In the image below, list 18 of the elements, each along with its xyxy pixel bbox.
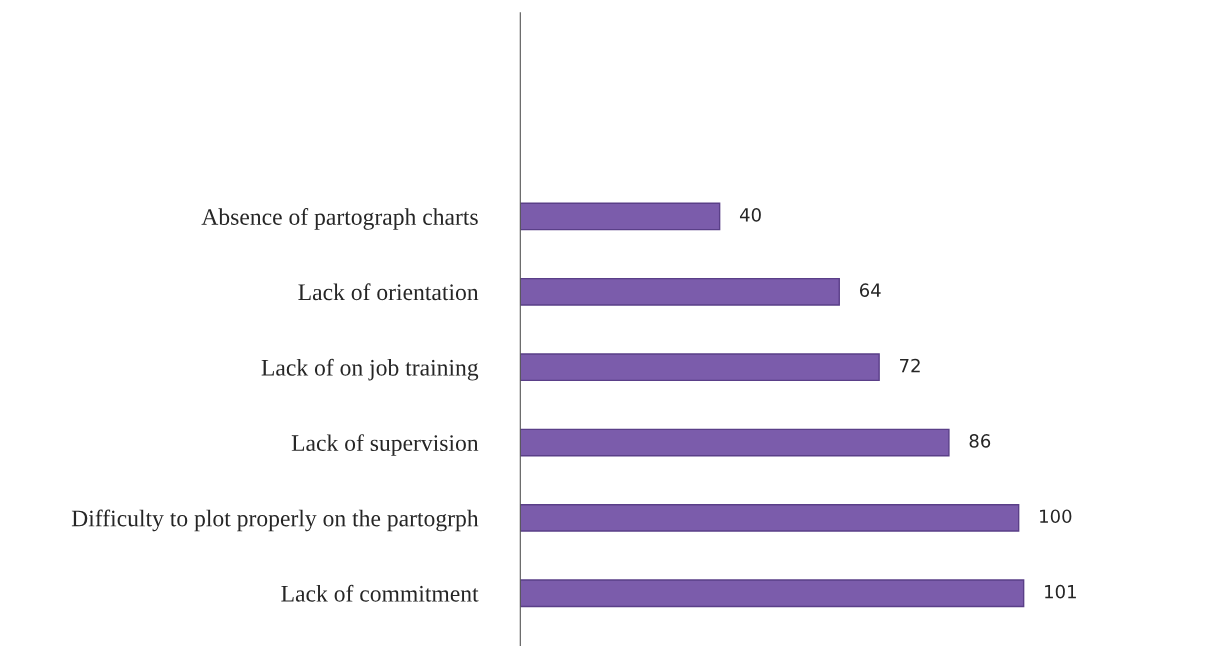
data-label: 86	[969, 434, 991, 448]
data-label: 64	[859, 283, 881, 298]
y-tick-label: Difficulty to plot properly on the partogrph	[71, 509, 479, 532]
data-label: 72	[900, 358, 920, 373]
y-tick-label: Lack of on job training	[261, 358, 479, 381]
y-tick-label: Absence of partograph charts	[201, 208, 478, 230]
y-tick-label: Lack of supervision	[291, 434, 479, 456]
data-label: 40	[739, 207, 761, 222]
bar	[520, 277, 840, 306]
data-label: 100	[1040, 509, 1072, 524]
bar	[520, 503, 1020, 532]
y-tick-label: Lack of commitment	[281, 584, 479, 602]
bar	[520, 202, 721, 231]
bar	[520, 428, 950, 457]
y-tick-label: Lack of orientation	[298, 283, 479, 301]
data-label: 101	[1045, 584, 1076, 599]
bar	[520, 579, 1025, 608]
bar	[520, 353, 880, 382]
